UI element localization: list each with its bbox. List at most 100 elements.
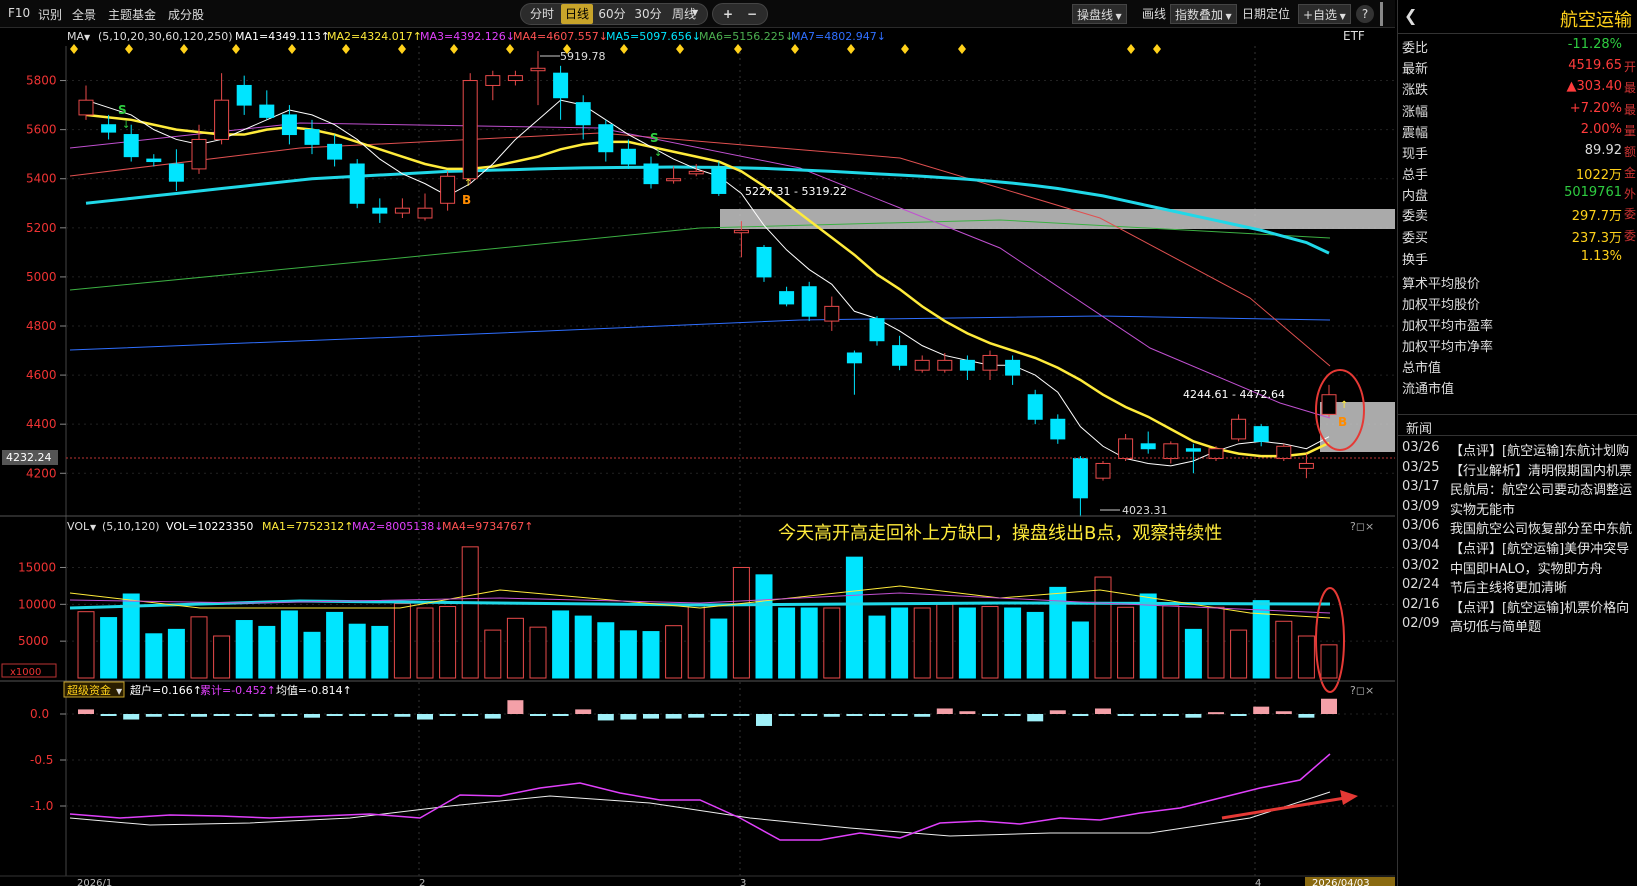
vol-legend-name[interactable]: VOL — [67, 520, 90, 533]
volume-bar — [732, 566, 750, 679]
watchlist-dropdown-icon: ▼ — [1337, 12, 1346, 21]
vol-dropdown-icon[interactable]: ▼ — [90, 523, 97, 532]
collapse-panel-icon[interactable]: ❮ — [1404, 6, 1418, 25]
fund-bar — [439, 714, 456, 716]
buy-arrow-1-icon: ↑ — [464, 178, 472, 189]
news-item[interactable]: 02/09 高切低与简单题 — [1398, 614, 1637, 634]
news-date: 03/17 — [1402, 479, 1440, 495]
volume-bar — [371, 625, 389, 679]
period-tab-daily[interactable]: 日线 — [561, 4, 593, 24]
candle-body — [779, 291, 795, 305]
news-headline[interactable]: 中国即HALO，实物即方舟 — [1450, 561, 1603, 576]
period-tab-60min[interactable]: 60分 — [598, 7, 626, 21]
kline-chart[interactable]: MA ▼ (5,10,20,30,60,120,250) MA1=4349.11… — [0, 28, 1395, 886]
stat-item[interactable]: 加权平均市净率 — [1402, 340, 1494, 355]
quote-row-label: 现手 — [1402, 147, 1429, 162]
ma-legend-dropdown-icon[interactable]: ▼ — [84, 33, 91, 42]
period-tab-fenshi[interactable]: 分时 — [529, 7, 554, 21]
news-headline[interactable]: 节后主线将更加清晰 — [1450, 581, 1568, 596]
zoom-in-button[interactable]: + — [722, 7, 734, 21]
fund-axis: 0.0 -0.5 -1.0 — [30, 707, 1395, 813]
volume-bar — [552, 610, 570, 679]
ma3-line — [69, 122, 1331, 419]
index-overlay-button[interactable]: 指数叠加 ▼ — [1170, 4, 1237, 24]
shibie-link[interactable]: 识别 — [38, 8, 63, 22]
period-tab-30min[interactable]: 30分 — [634, 7, 662, 21]
fund-dropdown-icon[interactable]: ▼ — [116, 687, 123, 696]
zoom-out-button[interactable]: − — [746, 7, 758, 21]
period-dropdown-icon[interactable]: ▼ — [692, 8, 699, 17]
volume-bar — [235, 620, 253, 679]
event-diamond-icon — [125, 44, 133, 54]
news-title[interactable]: 新闻 — [1406, 422, 1433, 437]
news-headline[interactable]: 【行业解析】清明假期国内机票 — [1450, 463, 1633, 478]
volume-bar — [710, 618, 728, 679]
stat-item[interactable]: 流通市值 — [1402, 382, 1455, 397]
top-toolbar: F10 识别 全景 主题基金 成分股 分时 日线 60分 30分 周线 ▼ + … — [0, 0, 1395, 28]
news-item[interactable]: 03/25 【行业解析】清明假期国内机票 — [1398, 458, 1637, 478]
date-locate-button[interactable]: 日期定位 — [1242, 7, 1291, 21]
period-tab-weekly[interactable]: 周线 — [671, 7, 696, 21]
news-date: 02/09 — [1402, 616, 1440, 632]
news-item[interactable]: 02/16 【点评】[航空运输]机票价格向 — [1398, 595, 1637, 615]
volume-bar — [1139, 593, 1157, 679]
fund-selector-box — [63, 681, 125, 698]
stat-item[interactable]: 加权平均股价 — [1402, 298, 1481, 313]
news-item[interactable]: 03/26 【点评】[航空运输]东航计划购 — [1398, 438, 1637, 458]
highlight-circle-price — [1315, 369, 1365, 451]
help-icon[interactable]: ? — [1356, 5, 1374, 23]
news-item[interactable]: 03/04 【点评】[航空运输]美伊冲突导 — [1398, 536, 1637, 556]
news-headline[interactable]: 【点评】[航空运输]东航计划购 — [1450, 444, 1630, 458]
volume-bar — [348, 623, 366, 679]
caopan-button[interactable]: 操盘线 ▼ — [1072, 4, 1127, 24]
news-headline[interactable]: 高切低与简单题 — [1450, 620, 1542, 635]
fund-ch: 超户=0.166↑ — [130, 683, 202, 697]
stat-item[interactable]: 算术平均股价 — [1402, 277, 1481, 292]
theme-fund-link[interactable]: 主题基金 — [108, 8, 157, 22]
draw-line-button[interactable]: 画线 — [1142, 7, 1167, 21]
quote-row: 震幅 2.00% 量 — [1398, 119, 1637, 141]
news-headline[interactable]: 实物无能市 — [1450, 502, 1516, 517]
news-date: 02/24 — [1402, 577, 1440, 593]
vol-panel-controls[interactable]: ?◻× — [1350, 520, 1374, 533]
high-annotation: 5919.78 — [560, 50, 606, 63]
quote-row: 内盘 5019761 外 — [1398, 182, 1637, 204]
fund-bar — [304, 714, 320, 718]
news-headline[interactable]: 民航局：航空公司要动态调整运 — [1450, 483, 1633, 498]
fund-legend-name[interactable]: 超级资金 — [67, 683, 111, 697]
ma1-line — [85, 99, 1330, 467]
fund-bar — [552, 714, 569, 716]
quote-panel-header: ❮ 航空运输 — [1398, 0, 1637, 34]
volume-bar — [845, 556, 863, 679]
fund-jz: 均值=-0.814↑ — [276, 684, 352, 697]
news-headline[interactable]: 【点评】[航空运输]机票价格向 — [1450, 600, 1630, 615]
ma-legend-name[interactable]: MA — [67, 30, 84, 43]
etf-label[interactable]: ETF — [1343, 29, 1365, 43]
news-headline[interactable]: 【点评】[航空运输]美伊冲突导 — [1450, 542, 1630, 556]
fund-bar — [914, 714, 931, 717]
news-headline[interactable]: 我国航空公司恢复部分至中东航 — [1450, 522, 1633, 537]
news-item[interactable]: 03/09 实物无能市 — [1398, 497, 1637, 517]
news-item[interactable]: 03/17 民航局：航空公司要动态调整运 — [1398, 477, 1637, 497]
candle-body — [643, 163, 659, 185]
news-item[interactable]: 02/24 节后主线将更加清晰 — [1398, 575, 1637, 595]
stat-item[interactable]: 加权平均市盈率 — [1402, 319, 1494, 334]
candle-body — [349, 163, 365, 204]
add-watchlist-button[interactable]: +自选 ▼ — [1298, 4, 1351, 24]
news-item[interactable]: 03/02 中国即HALO，实物即方舟 — [1398, 556, 1637, 576]
constituents-link[interactable]: 成分股 — [168, 8, 205, 22]
f10-link[interactable]: F10 — [8, 6, 31, 20]
stat-item[interactable]: 总市值 — [1402, 361, 1442, 376]
ma1-value: MA1=4349.113↑ — [235, 30, 330, 43]
news-item[interactable]: 03/06 我国航空公司恢复部分至中东航 — [1398, 516, 1637, 536]
candle-body — [1118, 438, 1134, 460]
price-tick-label: 4800 — [26, 319, 57, 333]
index-overlay-dropdown-icon: ▼ — [1223, 12, 1232, 21]
quanjing-link[interactable]: 全景 — [72, 8, 97, 22]
volume-bar — [100, 617, 118, 679]
volume-bar — [1275, 620, 1293, 679]
fund-bar — [1117, 714, 1134, 716]
fund-bar — [1275, 711, 1292, 714]
fund-panel-controls[interactable]: ?◻× — [1350, 684, 1374, 697]
sell-signal-2: S — [650, 131, 659, 145]
